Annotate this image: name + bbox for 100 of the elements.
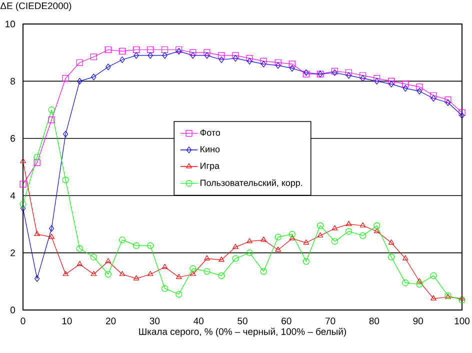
point bbox=[374, 228, 380, 234]
point bbox=[204, 52, 210, 59]
point bbox=[290, 65, 295, 72]
legend-label: Кино bbox=[200, 146, 220, 152]
point bbox=[105, 258, 112, 264]
legend-label: Пользовательский, корр. bbox=[200, 179, 302, 188]
point bbox=[91, 74, 96, 80]
point bbox=[20, 200, 26, 208]
point bbox=[346, 72, 352, 79]
point bbox=[345, 228, 352, 235]
point bbox=[275, 246, 281, 252]
point bbox=[246, 58, 252, 64]
point bbox=[274, 234, 282, 240]
point bbox=[118, 48, 126, 54]
point bbox=[218, 256, 224, 262]
point bbox=[360, 222, 366, 228]
point bbox=[416, 88, 422, 94]
point bbox=[261, 60, 266, 68]
point bbox=[388, 78, 395, 84]
point bbox=[62, 270, 68, 276]
point bbox=[288, 230, 296, 238]
point bbox=[317, 232, 324, 238]
point bbox=[445, 99, 450, 106]
point bbox=[416, 280, 423, 288]
point bbox=[374, 222, 380, 229]
point bbox=[147, 270, 154, 276]
point bbox=[48, 116, 55, 124]
point bbox=[34, 154, 40, 160]
point bbox=[345, 69, 352, 76]
point bbox=[118, 236, 126, 244]
point bbox=[416, 278, 422, 284]
point bbox=[458, 109, 466, 116]
point bbox=[232, 244, 238, 249]
point bbox=[458, 296, 466, 304]
point bbox=[402, 280, 409, 286]
point bbox=[119, 270, 126, 276]
x-tick-label: 40 bbox=[194, 318, 204, 324]
point bbox=[76, 59, 83, 66]
point bbox=[260, 268, 267, 275]
x-tick-label: 30 bbox=[150, 318, 160, 324]
x-tick-label: 20 bbox=[106, 318, 116, 324]
point bbox=[430, 272, 437, 279]
point bbox=[374, 78, 380, 84]
point bbox=[90, 270, 97, 276]
point bbox=[106, 64, 111, 70]
y-tick-label: 10 bbox=[6, 20, 16, 28]
point bbox=[132, 242, 140, 249]
point bbox=[20, 158, 26, 164]
point bbox=[374, 75, 380, 82]
point bbox=[76, 260, 83, 266]
point bbox=[402, 255, 408, 260]
point bbox=[90, 54, 97, 60]
point bbox=[147, 46, 154, 54]
x-tick-label: 80 bbox=[369, 318, 380, 324]
point bbox=[444, 96, 452, 104]
y-tick-label: 6 bbox=[10, 135, 15, 142]
point bbox=[190, 52, 196, 59]
point bbox=[104, 270, 112, 278]
point bbox=[260, 236, 266, 242]
point bbox=[332, 225, 338, 230]
point bbox=[204, 255, 210, 260]
legend-label: Фото bbox=[200, 129, 220, 136]
point bbox=[402, 80, 409, 88]
point bbox=[331, 238, 338, 245]
point bbox=[246, 55, 253, 62]
point bbox=[430, 92, 437, 99]
point bbox=[162, 52, 168, 59]
point bbox=[190, 265, 196, 272]
point bbox=[48, 225, 54, 232]
point bbox=[162, 46, 168, 54]
point bbox=[176, 290, 182, 298]
point bbox=[204, 49, 210, 56]
x-axis-title: Шкала серого, % (0% – черный, 100% – белый) bbox=[139, 328, 346, 337]
point bbox=[162, 285, 168, 292]
point bbox=[416, 84, 423, 90]
point bbox=[76, 245, 83, 252]
point bbox=[303, 240, 310, 245]
point bbox=[232, 255, 239, 262]
point bbox=[360, 232, 366, 239]
point bbox=[459, 112, 465, 119]
point bbox=[218, 52, 225, 59]
point bbox=[34, 230, 40, 236]
y-axis-title: ΔE (CIEDE2000) bbox=[0, 2, 72, 12]
point bbox=[246, 250, 253, 256]
point bbox=[288, 60, 296, 68]
x-tick-label: 100 bbox=[454, 318, 470, 324]
point bbox=[20, 180, 26, 188]
point bbox=[260, 58, 267, 64]
point bbox=[302, 258, 310, 265]
point bbox=[34, 275, 40, 282]
x-tick-label: 60 bbox=[282, 318, 292, 324]
y-tick-label: 2 bbox=[10, 249, 15, 256]
point bbox=[162, 264, 168, 269]
y-tick-label: 8 bbox=[10, 78, 15, 85]
point bbox=[430, 295, 436, 300]
point bbox=[20, 205, 26, 212]
x-tick-label: 90 bbox=[413, 318, 423, 324]
point bbox=[48, 106, 55, 114]
point bbox=[132, 46, 140, 54]
x-tick-label: 50 bbox=[238, 318, 248, 324]
